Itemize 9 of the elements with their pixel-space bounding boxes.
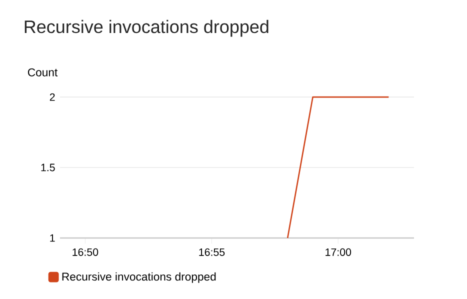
y-axis-title: Count <box>28 68 58 76</box>
y-tick-label: 1.5 <box>41 164 55 172</box>
x-tick-label: 16:55 <box>199 248 225 256</box>
legend-label: Recursive invocations dropped <box>62 272 216 283</box>
y-tick-label: 2 <box>50 93 55 101</box>
chart-title: Recursive invocations dropped <box>24 20 268 37</box>
y-tick-label: 1 <box>50 234 55 242</box>
x-tick-label: 16:50 <box>72 248 98 256</box>
x-tick-label: 17:00 <box>326 248 352 256</box>
